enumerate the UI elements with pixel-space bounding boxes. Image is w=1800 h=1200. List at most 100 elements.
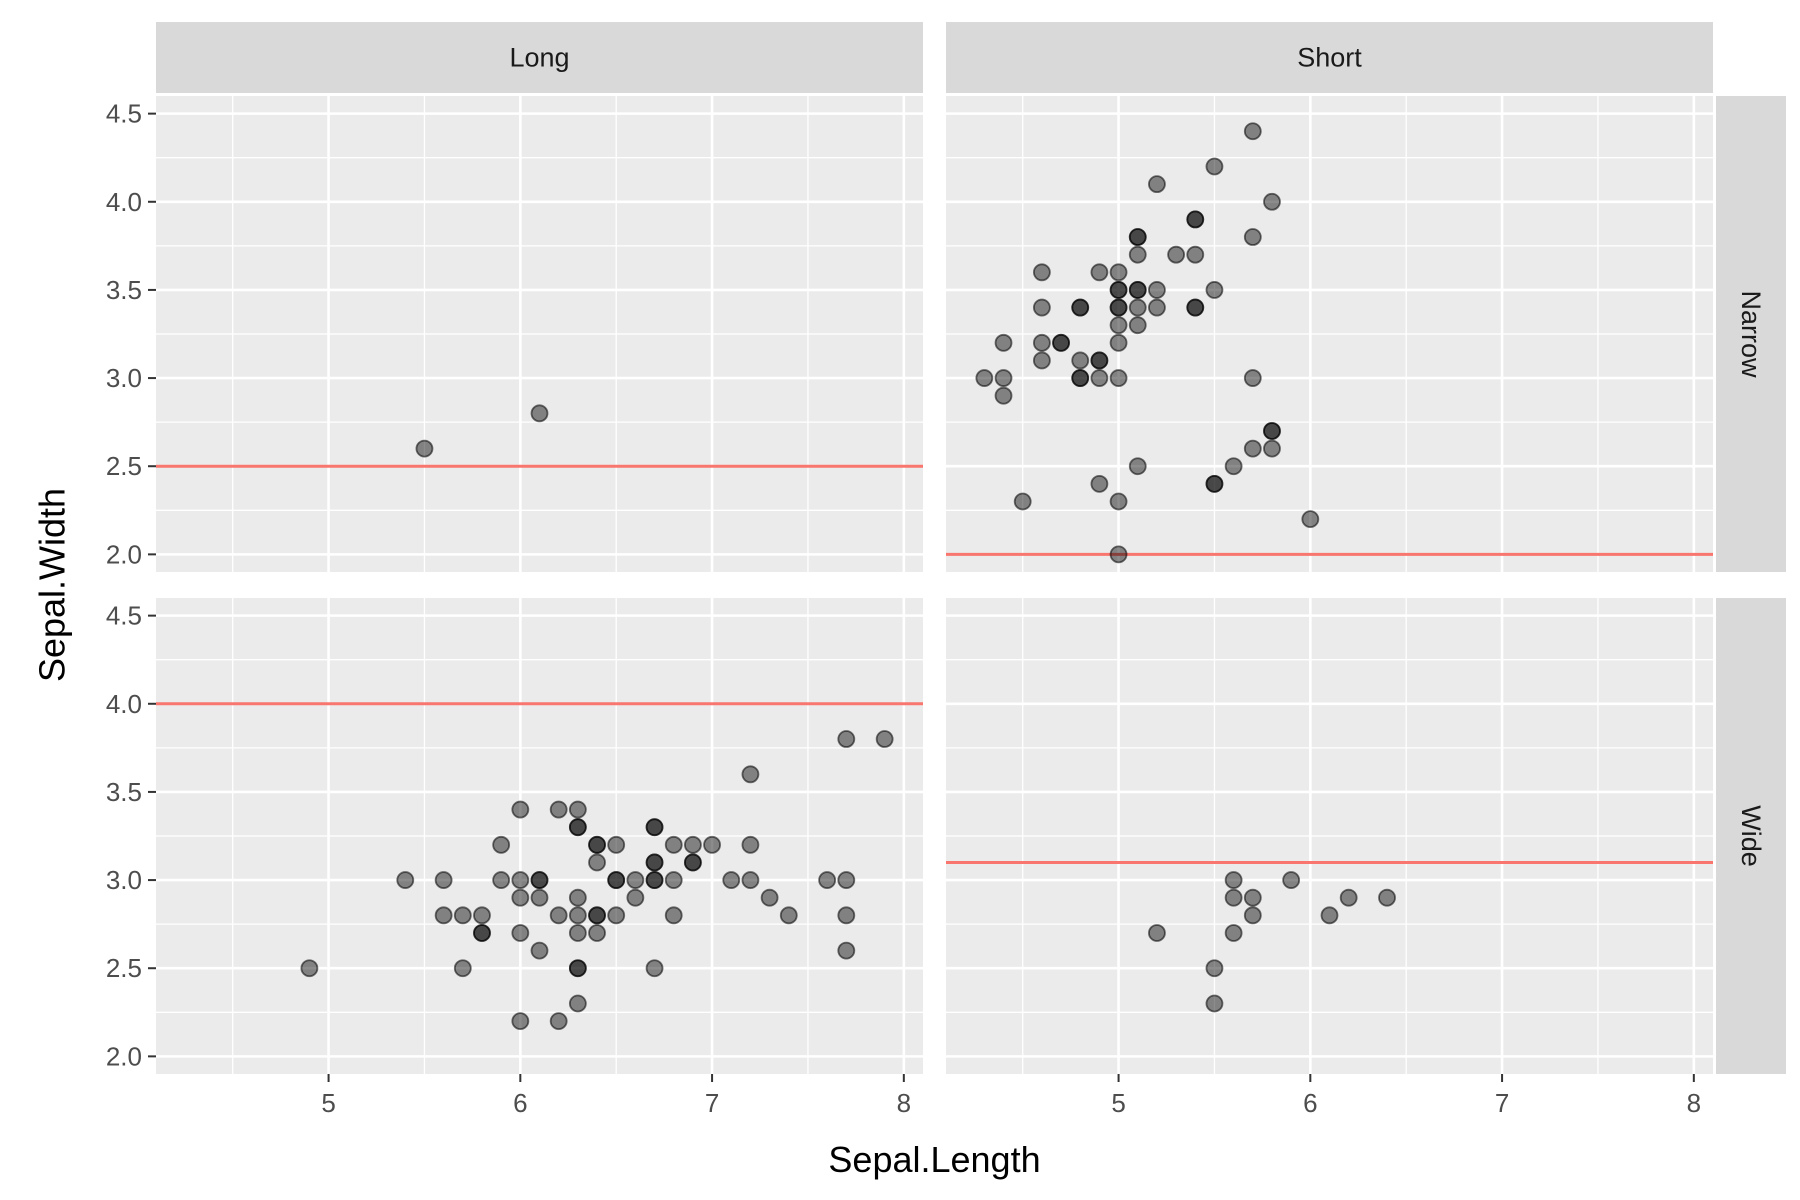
data-point — [1128, 281, 1147, 299]
data-point — [1186, 210, 1205, 229]
data-point — [1128, 298, 1147, 317]
x-tick-label: 7 — [1495, 1088, 1509, 1118]
data-point — [1205, 959, 1224, 978]
data-point — [568, 818, 587, 837]
data-point — [1243, 122, 1262, 141]
data-point — [1243, 228, 1262, 246]
data-point — [1243, 369, 1262, 387]
data-point — [703, 835, 721, 854]
data-point — [837, 941, 856, 960]
data-point — [1224, 924, 1243, 942]
x-tick-label: 6 — [513, 1088, 527, 1118]
data-point — [1263, 439, 1281, 458]
data-point — [664, 906, 683, 925]
data-point — [1148, 924, 1166, 942]
data-point — [645, 959, 664, 978]
data-point — [1263, 422, 1281, 440]
data-point — [568, 888, 587, 907]
data-point — [453, 959, 472, 978]
data-point — [530, 871, 549, 889]
data-point — [473, 924, 491, 942]
data-point — [722, 871, 741, 889]
x-axis-title: Sepal.Length — [828, 1139, 1040, 1180]
x-tick-label: 5 — [321, 1088, 335, 1118]
data-point — [1109, 298, 1128, 317]
y-axis-title: Sepal.Width — [32, 488, 73, 682]
data-point — [1109, 316, 1128, 335]
panel-short-wide — [946, 598, 1713, 1074]
data-point — [607, 835, 626, 854]
data-point — [568, 800, 587, 819]
data-point — [1224, 871, 1243, 889]
strip-label-wide: Wide — [1736, 805, 1766, 867]
data-point — [530, 941, 549, 960]
data-point — [415, 439, 434, 458]
data-point — [1224, 457, 1243, 476]
y-tick-label: 3.5 — [106, 777, 142, 807]
data-point — [530, 888, 549, 907]
data-point — [492, 871, 511, 889]
data-point — [1032, 263, 1051, 282]
data-point — [975, 369, 994, 387]
data-point — [568, 959, 587, 978]
data-point — [994, 369, 1013, 387]
y-tick-label: 4.0 — [106, 187, 142, 217]
data-point — [760, 888, 779, 907]
data-point — [1109, 263, 1128, 282]
data-point — [1032, 333, 1051, 352]
panel-long-wide — [156, 598, 923, 1074]
data-point — [664, 835, 683, 854]
data-point — [1186, 245, 1205, 264]
x-tick-label: 7 — [705, 1088, 719, 1118]
data-point — [1071, 351, 1090, 370]
data-point — [1205, 157, 1224, 176]
data-point — [549, 1012, 568, 1031]
data-point — [1109, 369, 1128, 387]
data-point — [1148, 175, 1166, 194]
y-tick-label: 4.5 — [106, 99, 142, 129]
data-point — [1148, 298, 1166, 317]
data-point — [568, 924, 587, 942]
data-point — [1090, 474, 1109, 493]
strip-background-short — [946, 22, 1713, 93]
data-point — [511, 888, 530, 907]
data-point — [1090, 263, 1109, 282]
data-point — [1013, 492, 1032, 511]
data-point — [1282, 871, 1301, 889]
y-tick-label: 4.5 — [106, 601, 142, 631]
x-tick-label: 5 — [1111, 1088, 1125, 1118]
data-point — [1109, 333, 1128, 352]
data-point — [1205, 281, 1224, 299]
data-point — [1032, 351, 1051, 370]
data-point — [511, 800, 530, 819]
x-tick-label: 8 — [1687, 1088, 1701, 1118]
data-point — [1090, 351, 1109, 370]
y-tick-label: 2.0 — [106, 539, 142, 569]
data-point — [492, 835, 511, 854]
data-point — [1128, 245, 1147, 264]
data-point — [1224, 888, 1243, 907]
data-point — [1205, 474, 1224, 493]
data-point — [645, 871, 664, 889]
data-point — [1339, 888, 1358, 907]
data-point — [568, 906, 587, 925]
data-point — [1378, 888, 1396, 907]
data-point — [818, 871, 837, 889]
data-point — [1167, 245, 1185, 264]
y-tick-label: 2.5 — [106, 953, 142, 983]
data-point — [1109, 545, 1128, 564]
strip-label-short: Short — [1297, 43, 1362, 73]
data-point — [568, 994, 587, 1013]
y-tick-label: 4.0 — [106, 689, 142, 719]
data-point — [837, 906, 856, 925]
data-point — [1052, 333, 1070, 352]
data-point — [588, 853, 606, 872]
y-tick-label: 3.0 — [106, 363, 142, 393]
data-point — [434, 871, 453, 889]
data-point — [511, 1012, 530, 1031]
data-point — [1243, 888, 1262, 907]
data-point — [1090, 369, 1109, 387]
data-point — [664, 871, 683, 889]
